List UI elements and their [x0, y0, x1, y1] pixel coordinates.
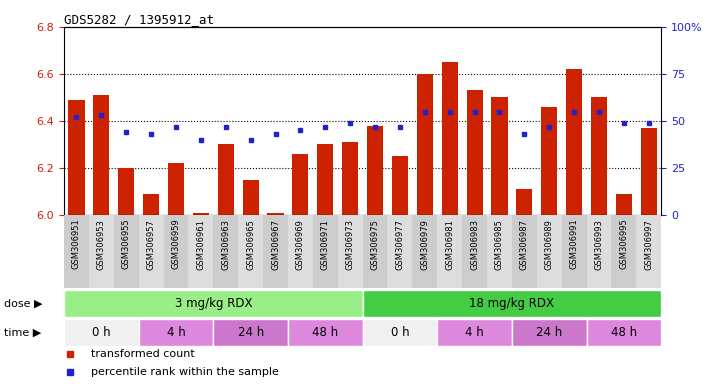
Text: GSM306951: GSM306951 — [72, 219, 81, 270]
Text: GSM306987: GSM306987 — [520, 219, 529, 270]
Text: 48 h: 48 h — [312, 326, 338, 339]
Bar — [412, 215, 437, 288]
Bar — [512, 319, 587, 346]
Bar — [611, 215, 636, 288]
Bar — [93, 95, 109, 215]
Bar — [392, 156, 408, 215]
Bar — [89, 215, 114, 288]
Text: GSM306983: GSM306983 — [470, 219, 479, 270]
Bar — [68, 100, 85, 215]
Bar — [213, 319, 288, 346]
Bar — [213, 215, 238, 288]
Bar — [168, 163, 184, 215]
Bar — [363, 215, 387, 288]
Text: 4 h: 4 h — [465, 326, 484, 339]
Text: GSM306993: GSM306993 — [594, 219, 604, 270]
Text: GSM306977: GSM306977 — [395, 219, 405, 270]
Bar — [591, 98, 607, 215]
Bar — [541, 107, 557, 215]
Bar — [139, 319, 213, 346]
Text: 48 h: 48 h — [611, 326, 637, 339]
Bar — [313, 215, 338, 288]
Text: GSM306959: GSM306959 — [171, 219, 181, 270]
Text: dose ▶: dose ▶ — [4, 298, 42, 308]
Bar — [491, 98, 508, 215]
Text: 0 h: 0 h — [92, 326, 111, 339]
Text: GDS5282 / 1395912_at: GDS5282 / 1395912_at — [64, 13, 214, 26]
Bar — [139, 215, 164, 288]
Text: GSM306957: GSM306957 — [146, 219, 156, 270]
Text: GSM306997: GSM306997 — [644, 219, 653, 270]
Text: 24 h: 24 h — [237, 326, 264, 339]
Bar — [64, 319, 139, 346]
Bar — [292, 154, 309, 215]
Bar — [288, 215, 313, 288]
Text: 0 h: 0 h — [390, 326, 410, 339]
Text: transformed count: transformed count — [91, 349, 195, 359]
Bar — [442, 62, 458, 215]
Text: GSM306995: GSM306995 — [619, 219, 629, 270]
Bar — [641, 128, 657, 215]
Bar — [363, 319, 437, 346]
Bar — [218, 144, 234, 215]
Text: 3 mg/kg RDX: 3 mg/kg RDX — [174, 297, 252, 310]
Text: GSM306953: GSM306953 — [97, 219, 106, 270]
Text: GSM306969: GSM306969 — [296, 219, 305, 270]
Bar — [64, 290, 363, 317]
Bar — [587, 319, 661, 346]
Text: GSM306991: GSM306991 — [570, 219, 579, 270]
Text: GSM306981: GSM306981 — [445, 219, 454, 270]
Text: percentile rank within the sample: percentile rank within the sample — [91, 366, 279, 377]
Bar — [512, 215, 537, 288]
Bar — [338, 215, 363, 288]
Text: GSM306973: GSM306973 — [346, 219, 355, 270]
Text: GSM306985: GSM306985 — [495, 219, 504, 270]
Bar — [143, 194, 159, 215]
Bar — [417, 74, 433, 215]
Bar — [164, 215, 188, 288]
Bar — [267, 213, 284, 215]
Bar — [118, 168, 134, 215]
Bar — [193, 213, 209, 215]
Bar — [636, 215, 661, 288]
Bar — [363, 290, 661, 317]
Bar — [437, 215, 462, 288]
Bar — [516, 189, 533, 215]
Text: 4 h: 4 h — [166, 326, 186, 339]
Text: time ▶: time ▶ — [4, 327, 41, 337]
Text: 24 h: 24 h — [536, 326, 562, 339]
Bar — [537, 215, 562, 288]
Bar — [242, 180, 259, 215]
Text: 18 mg/kg RDX: 18 mg/kg RDX — [469, 297, 555, 310]
Text: GSM306989: GSM306989 — [545, 219, 554, 270]
Bar — [487, 215, 512, 288]
Text: GSM306971: GSM306971 — [321, 219, 330, 270]
Bar — [64, 215, 89, 288]
Text: GSM306965: GSM306965 — [246, 219, 255, 270]
Text: GSM306975: GSM306975 — [370, 219, 380, 270]
Bar — [342, 142, 358, 215]
Text: GSM306979: GSM306979 — [420, 219, 429, 270]
Bar — [387, 215, 412, 288]
Bar — [188, 215, 213, 288]
Bar — [566, 69, 582, 215]
Bar — [114, 215, 139, 288]
Bar — [437, 319, 512, 346]
Text: GSM306963: GSM306963 — [221, 219, 230, 270]
Bar — [587, 215, 611, 288]
Bar — [562, 215, 587, 288]
Text: GSM306967: GSM306967 — [271, 219, 280, 270]
Bar — [466, 90, 483, 215]
Bar — [238, 215, 263, 288]
Bar — [288, 319, 363, 346]
Bar — [367, 126, 383, 215]
Bar — [263, 215, 288, 288]
Text: GSM306955: GSM306955 — [122, 219, 131, 270]
Bar — [462, 215, 487, 288]
Bar — [317, 144, 333, 215]
Text: GSM306961: GSM306961 — [196, 219, 205, 270]
Bar — [616, 194, 632, 215]
